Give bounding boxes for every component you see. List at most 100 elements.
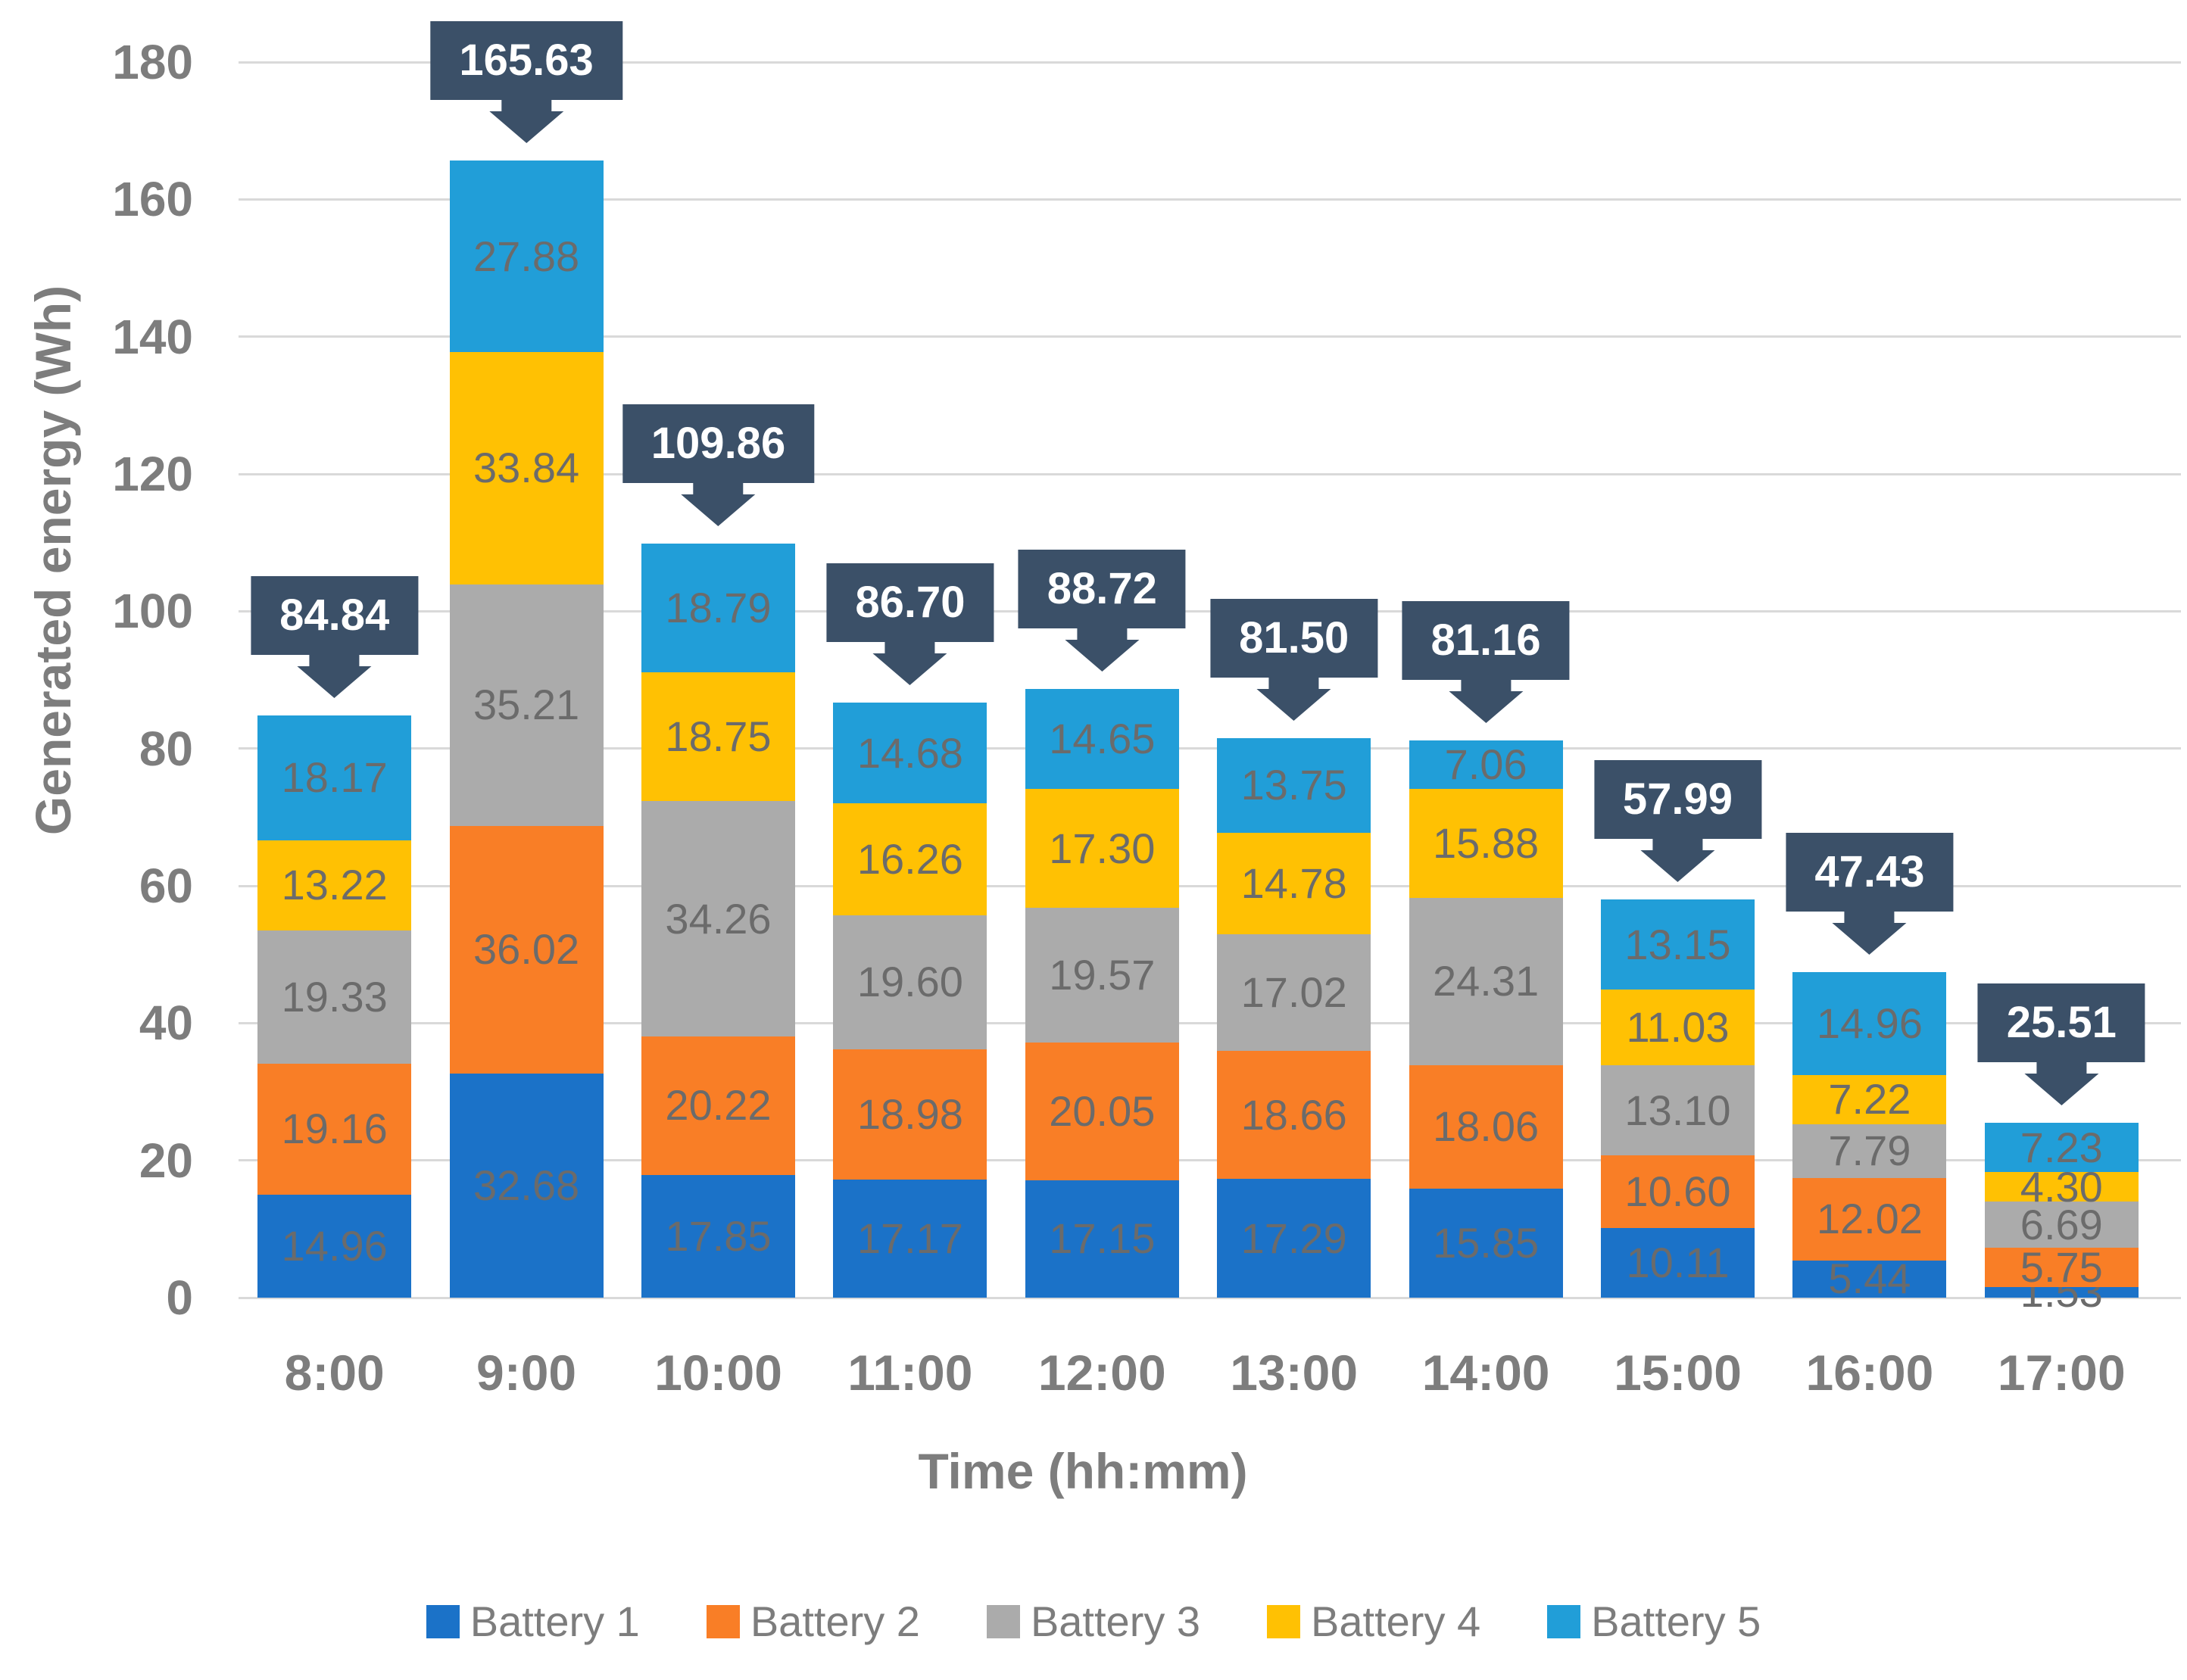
segment-value-label: 17.17 [856,1214,963,1263]
x-tick-label: 13:00 [1230,1345,1359,1401]
segment-value-label: 17.02 [1240,968,1347,1016]
legend-label: Battery 4 [1311,1597,1481,1645]
bar-segment: 18.06 [1409,1064,1563,1189]
total-callout: 81.50 [1210,599,1378,722]
total-callout: 25.51 [1977,983,2145,1105]
legend-swatch-icon [426,1605,460,1638]
bar-segment: 35.21 [449,584,604,827]
bar-segment: 14.96 [1792,971,1947,1075]
segment-value-label: 17.29 [1240,1214,1347,1262]
total-callout-value: 88.72 [1018,549,1186,628]
legend: Battery 1 Battery 2 Battery 3 Battery 4 Batt… [0,1599,2187,1644]
bar-segment: 17.17 [833,1180,987,1298]
bar-segment: 18.79 [641,543,795,673]
segment-value-label: 10.60 [1624,1167,1731,1216]
total-callout: 165.63 [430,21,622,144]
gridline [239,335,2181,338]
segment-value-label: 12.02 [1816,1195,1923,1243]
y-tick-label: 160 [112,172,193,227]
y-tick-label: 140 [112,309,193,364]
bar-segment: 7.22 [1792,1074,1947,1125]
down-arrow-icon [297,653,372,698]
total-callout-value: 25.51 [1977,983,2145,1062]
x-tick-label: 14:00 [1421,1345,1550,1401]
segment-value-label: 18.79 [665,584,772,632]
x-tick-label: 17:00 [1997,1345,2126,1401]
bar-segment: 12.02 [1792,1177,1947,1261]
gridline [239,472,2181,475]
bar-segment: 5.75 [1984,1243,2139,1292]
total-callout: 88.72 [1018,549,1186,672]
segment-value-label: 18.75 [665,712,772,761]
y-tick-label: 60 [139,859,193,913]
y-tick-label: 20 [139,1133,193,1188]
bar-segment: 18.75 [641,672,795,802]
bar-segment: 16.26 [833,803,987,915]
down-arrow-icon [1065,627,1140,672]
segment-value-label: 11.03 [1626,1003,1730,1052]
y-tick-label: 40 [139,996,193,1051]
segment-value-label: 19.60 [856,958,963,1006]
segment-value-label: 19.57 [1049,950,1156,999]
bar-segment: 6.69 [1984,1200,2139,1248]
gridline [239,1021,2181,1024]
y-tick-label: 120 [112,447,193,501]
segment-value-label: 36.02 [473,925,580,974]
bar-segment: 24.31 [1409,898,1563,1065]
segment-value-label: 7.23 [2020,1123,2103,1171]
bar-segment: 15.85 [1409,1189,1563,1298]
segment-value-label: 14.78 [1240,859,1347,907]
segment-value-label: 32.68 [473,1161,580,1209]
legend-swatch-icon [1267,1605,1301,1638]
segment-value-label: 18.98 [856,1090,963,1139]
total-callout-value: 165.63 [430,21,622,101]
x-tick-label: 9:00 [476,1345,577,1401]
segment-value-label: 20.05 [1049,1086,1156,1135]
total-callout-value: 81.16 [1402,601,1570,681]
total-callout-value: 57.99 [1593,760,1762,840]
segment-value-label: 15.88 [1433,819,1540,868]
y-tick-label: 100 [112,584,193,639]
x-tick-label: 8:00 [284,1345,385,1401]
legend-item: Battery 3 [986,1599,1200,1644]
down-arrow-icon [489,99,564,144]
bar-segment: 15.88 [1409,789,1563,899]
segment-value-label: 17.30 [1049,824,1156,872]
bar-segment: 14.65 [1025,688,1179,790]
legend-item: Battery 2 [706,1599,920,1644]
bar-segment: 17.30 [1025,789,1179,909]
legend-item: Battery 4 [1267,1599,1480,1644]
segment-value-label: 18.66 [1240,1090,1347,1139]
segment-value-label: 6.69 [2020,1200,2103,1248]
segment-value-label: 4.30 [2020,1162,2103,1211]
down-arrow-icon [1640,838,1715,883]
segment-value-label: 5.75 [2020,1243,2103,1292]
down-arrow-icon [1832,910,1907,955]
gridline [239,61,2181,64]
segment-value-label: 27.88 [473,232,580,280]
total-callout: 109.86 [622,404,815,526]
x-tick-label: 10:00 [654,1345,782,1401]
total-callout-value: 109.86 [622,404,815,483]
bar-segment: 19.60 [833,915,987,1050]
bar-segment: 4.30 [1984,1165,2139,1208]
gridline [239,1159,2181,1162]
x-tick-label: 15:00 [1614,1345,1742,1401]
down-arrow-icon [1449,679,1524,724]
segment-value-label: 17.85 [665,1212,772,1261]
total-callout: 86.70 [826,563,994,686]
bar-segment: 18.98 [833,1049,987,1180]
segment-value-label: 14.68 [856,728,963,777]
total-callout: 47.43 [1786,832,1954,955]
gridline [239,1296,2181,1299]
x-tick-label: 12:00 [1037,1345,1166,1401]
total-callout: 57.99 [1593,760,1762,883]
total-callout: 84.84 [251,575,419,698]
legend-swatch-icon [706,1605,740,1638]
down-arrow-icon [681,482,756,526]
bar-segment: 17.15 [1025,1180,1179,1298]
legend-item: Battery 5 [1547,1599,1761,1644]
legend-item: Battery 1 [426,1599,640,1644]
segment-value-label: 7.79 [1828,1127,1911,1175]
